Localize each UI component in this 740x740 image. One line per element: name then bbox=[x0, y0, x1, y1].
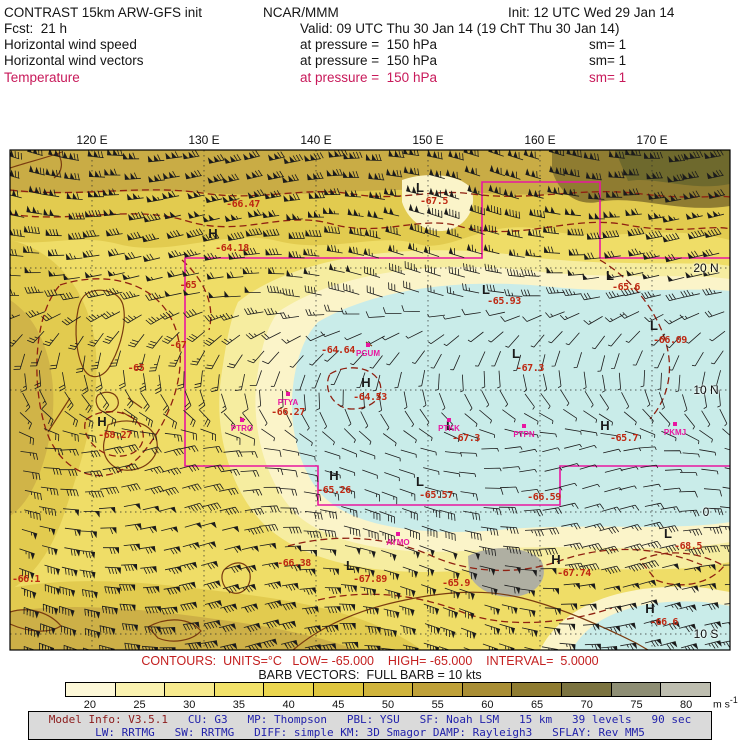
field-2-smooth: sm= 1 bbox=[589, 53, 627, 68]
model-info-version: Model Info: V3.5.1 bbox=[48, 712, 188, 726]
colorbar-cell bbox=[115, 683, 166, 696]
colorbar-cell bbox=[512, 683, 563, 696]
temperature-contours bbox=[10, 189, 730, 624]
colorbar-cell bbox=[264, 683, 315, 696]
field-3-smooth: sm= 1 bbox=[589, 70, 627, 85]
colorbar-cell bbox=[611, 683, 662, 696]
field-1-smooth: sm= 1 bbox=[589, 37, 627, 52]
colorbar-cell bbox=[413, 683, 463, 696]
graticule bbox=[10, 150, 730, 650]
field-3-pressure: at pressure = 150 hPa bbox=[300, 70, 437, 85]
model-title: CONTRAST 15km ARW-GFS init bbox=[4, 5, 203, 20]
colorbar-cell bbox=[661, 683, 710, 696]
init-time: Init: 12 UTC Wed 29 Jan 14 bbox=[508, 5, 675, 20]
colorbar-cell bbox=[214, 683, 265, 696]
colorbar-cell bbox=[363, 683, 414, 696]
colorbar-cell bbox=[66, 683, 116, 696]
flight-region-outline bbox=[184, 181, 730, 506]
wind-speed-colorbar bbox=[65, 682, 711, 697]
map-frame bbox=[9, 149, 731, 651]
field-1-label: Horizontal wind speed bbox=[4, 37, 137, 52]
field-1-pressure: at pressure = 150 hPa bbox=[300, 37, 437, 52]
barb-legend: BARB VECTORS: FULL BARB = 10 kts bbox=[258, 668, 482, 682]
model-info-line1: Model Info: V3.5.1 CU: G3 MP: Thompson P… bbox=[49, 713, 691, 726]
model-info-line2: LW: RRTMG SW: RRTMG DIFF: simple KM: 3D … bbox=[95, 725, 645, 739]
model-info-physics: CU: G3 MP: Thompson PBL: YSU SF: Noah LS… bbox=[187, 712, 692, 726]
colorbar-units: m s-1 bbox=[713, 695, 738, 711]
field-2-label: Horizontal wind vectors bbox=[4, 53, 144, 68]
colorbar-cell bbox=[314, 683, 364, 696]
wind-barbs bbox=[10, 150, 730, 650]
wind-speed-fill bbox=[10, 150, 730, 650]
valid-time: Valid: 09 UTC Thu 30 Jan 14 (19 ChT Thu … bbox=[300, 21, 620, 36]
model-info-box: Model Info: V3.5.1 CU: G3 MP: Thompson P… bbox=[28, 711, 712, 740]
colorbar-cell bbox=[165, 683, 215, 696]
colorbar-cell bbox=[562, 683, 612, 696]
forecast-hour: Fcst: 21 h bbox=[4, 21, 68, 36]
field-3-label: Temperature bbox=[4, 70, 80, 85]
field-2-pressure: at pressure = 150 hPa bbox=[300, 53, 437, 68]
source-label: NCAR/MMM bbox=[263, 5, 339, 20]
contours-legend: CONTOURS: UNITS=°C LOW= -65.000 HIGH= -6… bbox=[141, 654, 599, 668]
colorbar-cell bbox=[462, 683, 513, 696]
